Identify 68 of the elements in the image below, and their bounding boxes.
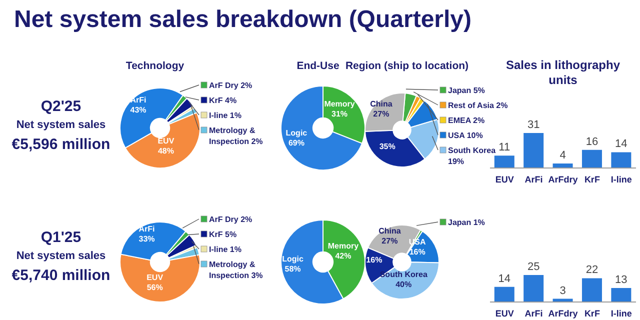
- slice-label: China: [378, 226, 402, 236]
- data-label: 14: [615, 138, 628, 150]
- chart-title: Technology: [126, 60, 184, 72]
- data-label: 3: [560, 284, 566, 297]
- data-label: 56%: [146, 282, 163, 292]
- legend-label: I-line 1%: [209, 245, 242, 254]
- slice-label: Memory: [328, 242, 360, 251]
- slice-label: China: [370, 99, 393, 108]
- data-label: 16%: [409, 247, 426, 256]
- legend-label: USA 10%: [448, 131, 483, 140]
- data-label: 42%: [335, 252, 352, 261]
- legend-label: Metrology & Inspection 3%: [209, 260, 263, 280]
- text: Net system sales: [15, 249, 107, 264]
- chart-title: Region (ship to location): [345, 60, 469, 72]
- data-label: 22: [586, 264, 598, 276]
- data-label: 19%: [448, 157, 464, 166]
- slice-label: Logic: [286, 128, 308, 138]
- slice-label: Logic: [282, 254, 304, 264]
- legend-label: KrF 4%: [209, 96, 237, 105]
- legend-label: Japan 1%: [448, 218, 485, 227]
- data-label: 40%: [396, 280, 412, 289]
- text: €5,596 million: [10, 135, 112, 154]
- x-tick-label: ArFdry: [548, 174, 578, 184]
- x-tick-label: KrF: [584, 308, 600, 318]
- legend-label: ArF Dry 2%: [209, 215, 252, 224]
- text: Q2'25: [40, 97, 82, 116]
- legend-label: South Korea: [448, 146, 496, 155]
- data-label: 25: [527, 261, 540, 273]
- data-label: 31%: [332, 109, 348, 118]
- legend-label: KrF 5%: [209, 230, 237, 239]
- data-label: 16%: [366, 255, 382, 264]
- data-label: 27%: [382, 236, 398, 246]
- slice-label: EUV: [146, 272, 164, 282]
- data-label: 16: [586, 136, 598, 148]
- legend-label: ArF Dry 2%: [209, 81, 252, 90]
- slice-label: Memory: [324, 99, 356, 108]
- x-tick-label: EUV: [495, 308, 514, 318]
- data-label: 13: [615, 274, 628, 286]
- text: Q1'25: [40, 228, 82, 247]
- data-label: 4: [560, 149, 566, 162]
- data-label: 27%: [373, 109, 390, 118]
- data-label: 58%: [284, 264, 301, 274]
- legend-label: Japan 5%: [448, 86, 485, 95]
- slice-label: EUV: [158, 136, 175, 146]
- legend-label: Metrology & Inspection 2%: [209, 126, 263, 146]
- data-label: 31: [527, 119, 540, 131]
- text: €5,740 million: [10, 266, 112, 285]
- data-label: 48%: [158, 146, 174, 156]
- text: Net system sales breakdown (Quarterly): [13, 5, 473, 34]
- data-label: 69%: [288, 138, 304, 148]
- legend-label: EMEA 2%: [448, 116, 485, 125]
- x-tick-label: I-line: [610, 308, 632, 318]
- text: Net system sales: [15, 118, 107, 133]
- data-label: 11: [498, 142, 510, 154]
- legend-label: I-line 1%: [209, 111, 242, 120]
- legend-label: Rest of Asia 2%: [448, 101, 508, 110]
- data-label: 33%: [138, 234, 155, 244]
- x-tick-label: KrF: [584, 174, 600, 184]
- x-tick-label: EUV: [495, 174, 514, 184]
- x-tick-label: ArFdry: [548, 308, 578, 318]
- data-label: 43%: [130, 106, 146, 115]
- x-tick-label: ArFi: [524, 174, 543, 184]
- chart-title: End-Use: [296, 60, 340, 72]
- x-tick-label: ArFi: [524, 308, 543, 318]
- x-tick-label: I-line: [610, 174, 632, 184]
- chart-title: Sales in lithography units: [504, 58, 622, 88]
- data-label: 35%: [379, 142, 396, 151]
- data-label: 14: [498, 272, 511, 285]
